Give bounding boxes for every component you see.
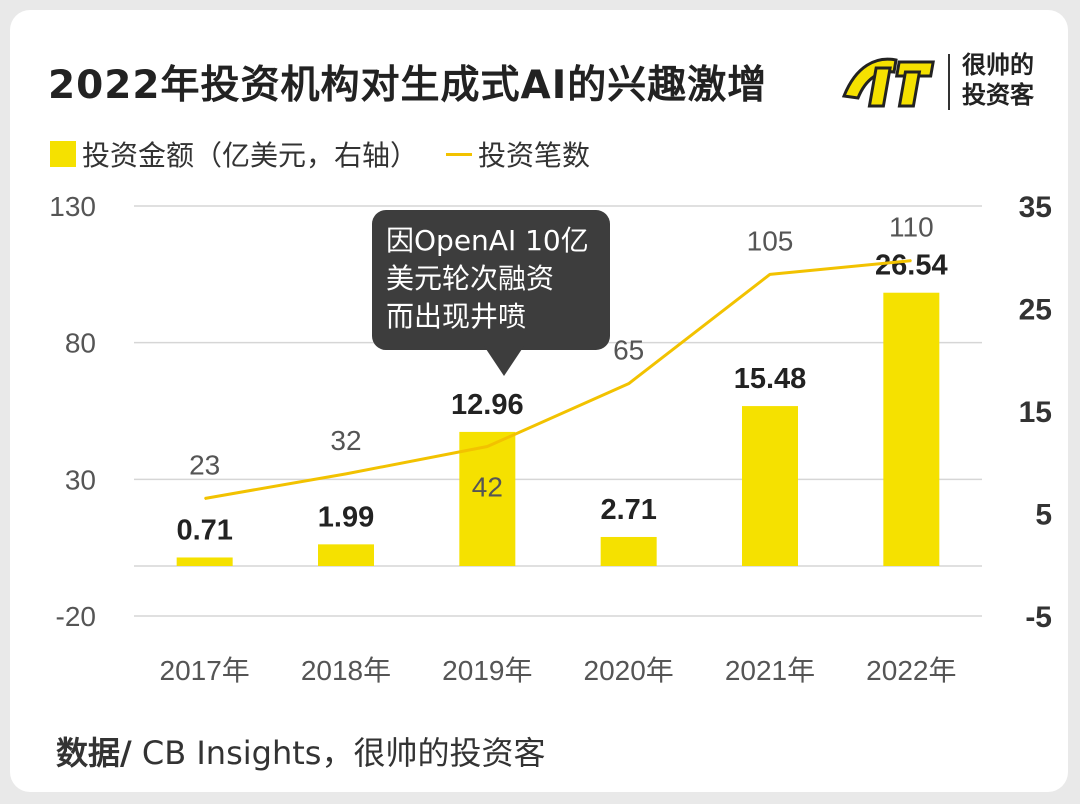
annotation-callout: 因OpenAI 10亿 美元轮次融资 而出现井喷 bbox=[372, 210, 610, 350]
line-point bbox=[910, 260, 912, 262]
bar bbox=[459, 431, 516, 566]
bar-value-label: 1.99 bbox=[318, 501, 374, 533]
line-point bbox=[204, 497, 206, 499]
line-value-label: 32 bbox=[330, 425, 361, 456]
bar bbox=[600, 536, 657, 566]
brand-line2: 投资客 bbox=[962, 81, 1034, 109]
line-point bbox=[769, 273, 771, 275]
line-value-label: 23 bbox=[189, 449, 220, 480]
right-axis-tick: -5 bbox=[1025, 601, 1052, 634]
x-axis-tick: 2017年 bbox=[160, 655, 250, 686]
left-axis-tick: 30 bbox=[65, 464, 96, 495]
legend-bar-swatch bbox=[50, 141, 76, 167]
line-point bbox=[628, 383, 630, 385]
line-value-label: 105 bbox=[747, 225, 794, 256]
bar bbox=[742, 406, 798, 566]
brand-name: 很帅的 投资客 bbox=[962, 50, 1034, 110]
legend-bar-label: 投资金额（亿美元，右轴） bbox=[82, 139, 419, 172]
bar-value-label: 12.96 bbox=[451, 389, 524, 421]
bar bbox=[176, 557, 233, 566]
annotation-callout-tail bbox=[484, 346, 524, 376]
right-axis-tick: 25 bbox=[1019, 294, 1052, 327]
line-value-label: 42 bbox=[472, 472, 503, 503]
bar-value-label: 15.48 bbox=[734, 363, 807, 395]
left-axis-tick: 80 bbox=[65, 328, 96, 359]
line-value-label: 65 bbox=[613, 335, 644, 366]
line-point bbox=[486, 446, 488, 448]
footer-source-text: CB Insights，很帅的投资客 bbox=[131, 734, 546, 772]
x-axis-tick: 2019年 bbox=[442, 655, 532, 686]
x-axis-tick: 2020年 bbox=[584, 655, 674, 686]
bar bbox=[883, 292, 940, 566]
x-axis-tick: 2021年 bbox=[725, 655, 815, 686]
brand-logo bbox=[841, 57, 935, 108]
line-value-label: 110 bbox=[889, 212, 934, 243]
legend-line-swatch bbox=[446, 152, 473, 156]
right-axis-tick: 15 bbox=[1019, 396, 1052, 429]
footer-source: 数据/ CB Insights，很帅的投资客 bbox=[56, 728, 545, 774]
left-axis-tick: 130 bbox=[49, 191, 96, 222]
bar bbox=[318, 544, 374, 566]
brand-divider bbox=[948, 54, 950, 110]
line-series bbox=[204, 259, 912, 500]
chart-title: 2022年投资机构对生成式AI的兴趣激增 bbox=[48, 63, 768, 108]
right-axis-tick: 35 bbox=[1019, 191, 1052, 224]
left-axis-tick: -20 bbox=[56, 601, 96, 632]
legend: 投资金额（亿美元，右轴） 投资笔数 bbox=[50, 134, 590, 174]
bar-value-label: 2.71 bbox=[600, 494, 656, 526]
x-axis-tick: 2018年 bbox=[301, 655, 391, 686]
brand-line1: 很帅的 bbox=[962, 51, 1034, 79]
footer-label: 数据/ bbox=[56, 734, 132, 772]
line-point bbox=[345, 473, 347, 475]
right-axis-tick: 5 bbox=[1035, 499, 1052, 532]
bar-value-label: 0.71 bbox=[176, 514, 232, 546]
x-axis-tick: 2022年 bbox=[866, 655, 956, 686]
legend-line-label: 投资笔数 bbox=[478, 139, 591, 172]
bar-value-label: 26.54 bbox=[875, 250, 948, 282]
